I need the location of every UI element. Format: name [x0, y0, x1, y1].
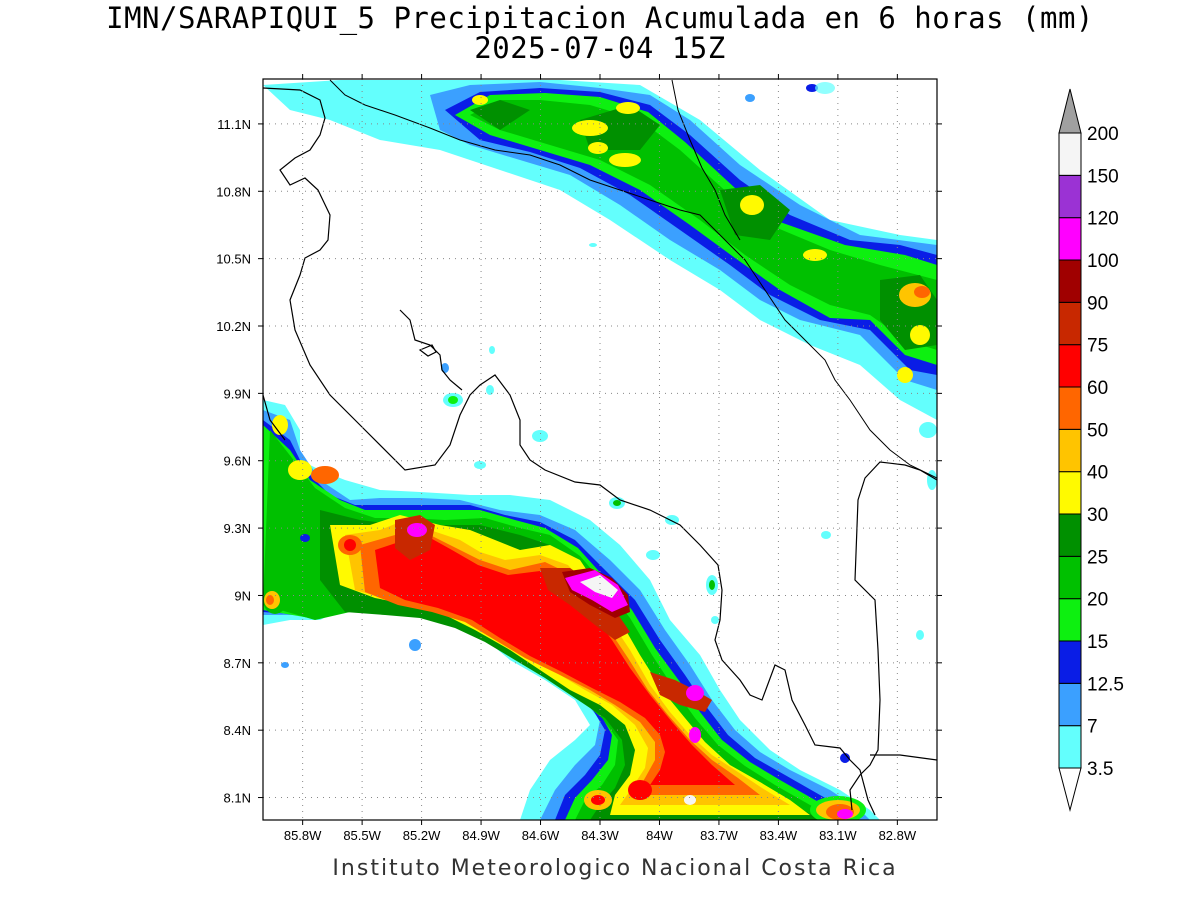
colorbar-label: 40: [1087, 463, 1108, 484]
lat-tick-label: 10.2N: [216, 319, 251, 334]
colorbar-label: 7: [1087, 717, 1098, 738]
colorbar-label: 150: [1087, 166, 1119, 187]
colorbar-bin: [1058, 513, 1082, 557]
lat-tick-label: 11.1N: [217, 117, 251, 132]
colorbar-label: 12.5: [1087, 674, 1124, 695]
lon-tick-label: 84.9W: [462, 828, 500, 843]
precip-scattered-cells: [441, 82, 924, 763]
lon-tick-label: 83.4W: [760, 828, 798, 843]
lon-tick-label: 83.1W: [819, 828, 857, 843]
country-border: [329, 79, 937, 479]
colorbar-bin: [1058, 471, 1082, 515]
colorbar-label: 100: [1087, 251, 1119, 272]
precip-band-south: [263, 400, 880, 820]
colorbar-label: 200: [1087, 124, 1119, 145]
map-axes: 11.1N 10.8N 10.5N 10.2N 9.9N 9.6N 9.3N 9N 8.7N 8.…: [216, 74, 942, 843]
colorbar-label: 3.5: [1087, 759, 1113, 780]
lat-tick-label: 8.7N: [224, 656, 251, 671]
precip-band-north: [263, 80, 937, 490]
map-title: IMN/SARAPIQUI_5 Precipitacion Acumulada …: [106, 1, 1094, 35]
colorbar-bin: [1058, 428, 1082, 473]
colorbar-bin: [1058, 259, 1082, 303]
colorbar-bin: [1058, 640, 1082, 684]
lat-tick-label: 9.6N: [224, 454, 251, 469]
colorbar-bin: [1058, 217, 1082, 261]
colorbar-min-arrow: [1058, 767, 1082, 812]
lon-tick-label: 82.8W: [879, 828, 917, 843]
lon-tick-label: 84.3W: [581, 828, 619, 843]
colorbar-bin: [1058, 555, 1082, 600]
lon-tick-label: 85.8W: [284, 828, 322, 843]
lon-tick-label: 83.7W: [700, 828, 738, 843]
lat-tick-label: 10.8N: [216, 184, 251, 199]
colorbar-bin: [1058, 682, 1082, 727]
lat-tick-label: 9.9N: [224, 386, 251, 401]
colorbar-label: 90: [1087, 293, 1108, 314]
colorbar-bin: [1058, 132, 1082, 176]
map-datetime: 2025-07-04 15Z: [474, 31, 726, 65]
colorbar-bin: [1058, 598, 1082, 642]
lat-tick-label: 8.1N: [224, 791, 251, 806]
colorbar-max-arrow: [1058, 88, 1082, 134]
colorbar-label: 120: [1087, 209, 1119, 230]
lon-tick-label: 84W: [646, 828, 673, 843]
colorbar-bin: [1058, 725, 1082, 769]
map-gridlines: [263, 79, 937, 820]
colorbar-label: 15: [1087, 632, 1108, 653]
lat-tick-label: 8.4N: [224, 723, 251, 738]
colorbar-label: 75: [1087, 336, 1108, 357]
colorbar-bin: [1058, 386, 1082, 430]
colorbar-label: 60: [1087, 378, 1108, 399]
precipitation-field: [263, 80, 937, 820]
lat-tick-label: 10.5N: [216, 252, 251, 267]
colorbar-label: 50: [1087, 420, 1108, 441]
lat-tick-label: 9.3N: [224, 521, 251, 536]
colorbar-label: 25: [1087, 547, 1108, 568]
colorbar-bin: [1058, 301, 1082, 346]
lon-tick-label: 85.2W: [403, 828, 441, 843]
colorbar-label: 20: [1087, 590, 1108, 611]
lon-tick-label: 84.6W: [522, 828, 560, 843]
colorbar-label: 30: [1087, 505, 1108, 526]
colorbar: 3.5 7 12.5 15 20 25 30 40 50 60 75 90 100 120 150 200: [1058, 88, 1124, 812]
lon-tick-label: 85.5W: [343, 828, 381, 843]
colorbar-bin: [1058, 344, 1082, 388]
colorbar-bin: [1058, 174, 1082, 219]
coastlines: [263, 87, 937, 816]
credit-text: Instituto Meteorologico Nacional Costa R…: [332, 856, 898, 881]
lat-tick-label: 9N: [234, 588, 251, 603]
